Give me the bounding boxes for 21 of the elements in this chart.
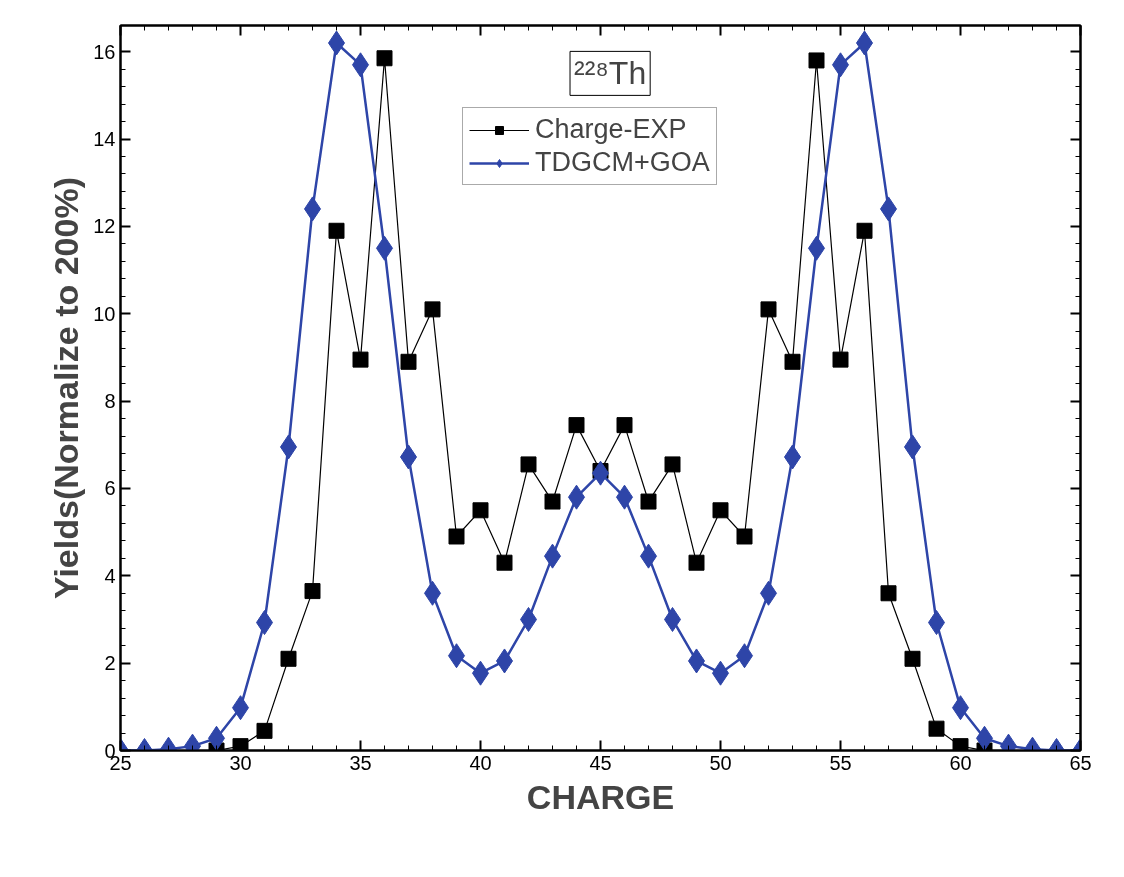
y-tick-label: 4 — [104, 564, 116, 587]
x-tick-label: 50 — [709, 751, 732, 774]
x-axis-title: CHARGE — [526, 777, 675, 816]
y-tick-label: 8 — [104, 390, 116, 413]
y-tick-label: 14 — [93, 128, 116, 151]
y-tick-label: 16 — [93, 40, 116, 63]
annotation: ²²⁸Th — [574, 55, 647, 92]
x-tick-label: 30 — [229, 751, 252, 774]
x-tick-label: 40 — [469, 751, 492, 774]
y-tick-label: 6 — [104, 477, 116, 500]
x-tick-label: 45 — [589, 751, 612, 774]
x-tick-label: 55 — [829, 751, 852, 774]
y-tick-label: 10 — [93, 302, 116, 325]
x-tick-label: 65 — [1069, 751, 1092, 774]
y-tick-label: 2 — [104, 652, 116, 675]
x-tick-label: 35 — [349, 751, 372, 774]
legend-label: Charge-EXP — [535, 114, 687, 145]
x-tick-label: 60 — [949, 751, 972, 774]
y-tick-label: 12 — [93, 215, 116, 238]
y-axis-title: Yields(Normalize to 200%) — [47, 177, 86, 599]
legend-label: TDGCM+GOA — [535, 147, 710, 178]
